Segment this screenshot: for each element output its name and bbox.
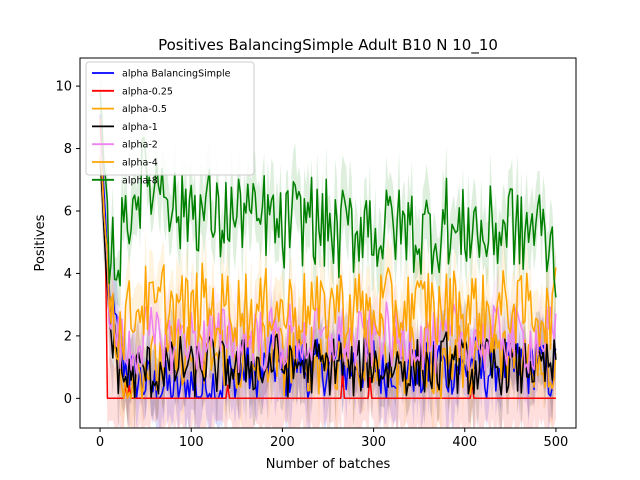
series-line-alpha-8 <box>99 91 557 298</box>
legend: alpha BalancingSimple alpha-0.25 alpha-0.5… <box>85 61 255 186</box>
x-tick-label: 200 <box>270 435 295 450</box>
legend-label: alpha-0.25 <box>122 86 173 97</box>
x-tick-label: 400 <box>452 435 477 450</box>
band-alpha-0.25 <box>100 75 556 428</box>
series-line-alpha-0.25 <box>99 117 556 400</box>
chart-title: Positives BalancingSimple Adult B10 N 10… <box>158 36 498 55</box>
x-tick-label: 500 <box>544 435 569 450</box>
y-tick-label: 0 <box>64 392 72 407</box>
x-axis-label: Number of batches <box>266 457 391 472</box>
series-line-alpha-4 <box>99 157 557 361</box>
y-tick-label: 2 <box>64 329 72 344</box>
legend-box <box>85 61 255 176</box>
legend-label: alpha-0.5 <box>122 104 167 115</box>
legend-label: alpha BalancingSimple <box>122 69 231 80</box>
series-lines <box>99 91 557 400</box>
legend-label: alpha-2 <box>122 140 158 151</box>
y-tick-label: 6 <box>64 204 72 219</box>
legend-label: alpha-4 <box>122 158 158 169</box>
y-tick-label: 4 <box>64 267 72 282</box>
legend-label: alpha-1 <box>122 122 158 133</box>
x-tick-label: 300 <box>361 435 386 450</box>
y-axis: 0 2 4 6 8 10 <box>55 80 80 407</box>
plot-frame <box>79 57 577 429</box>
y-tick-label: 10 <box>55 80 72 95</box>
x-axis: 0 100 200 300 400 500 <box>96 428 568 450</box>
x-tick-label: 0 <box>96 435 104 450</box>
y-axis-label: Positives <box>33 214 48 271</box>
band-alpha-balancingsimple <box>100 89 556 428</box>
plot-area <box>99 61 557 428</box>
series-line-alpha-1 <box>99 158 557 399</box>
band-alpha-8 <box>100 61 556 320</box>
x-tick-label: 100 <box>179 435 204 450</box>
y-tick-label: 8 <box>64 142 72 157</box>
legend-label: alpha-8 <box>122 175 158 186</box>
